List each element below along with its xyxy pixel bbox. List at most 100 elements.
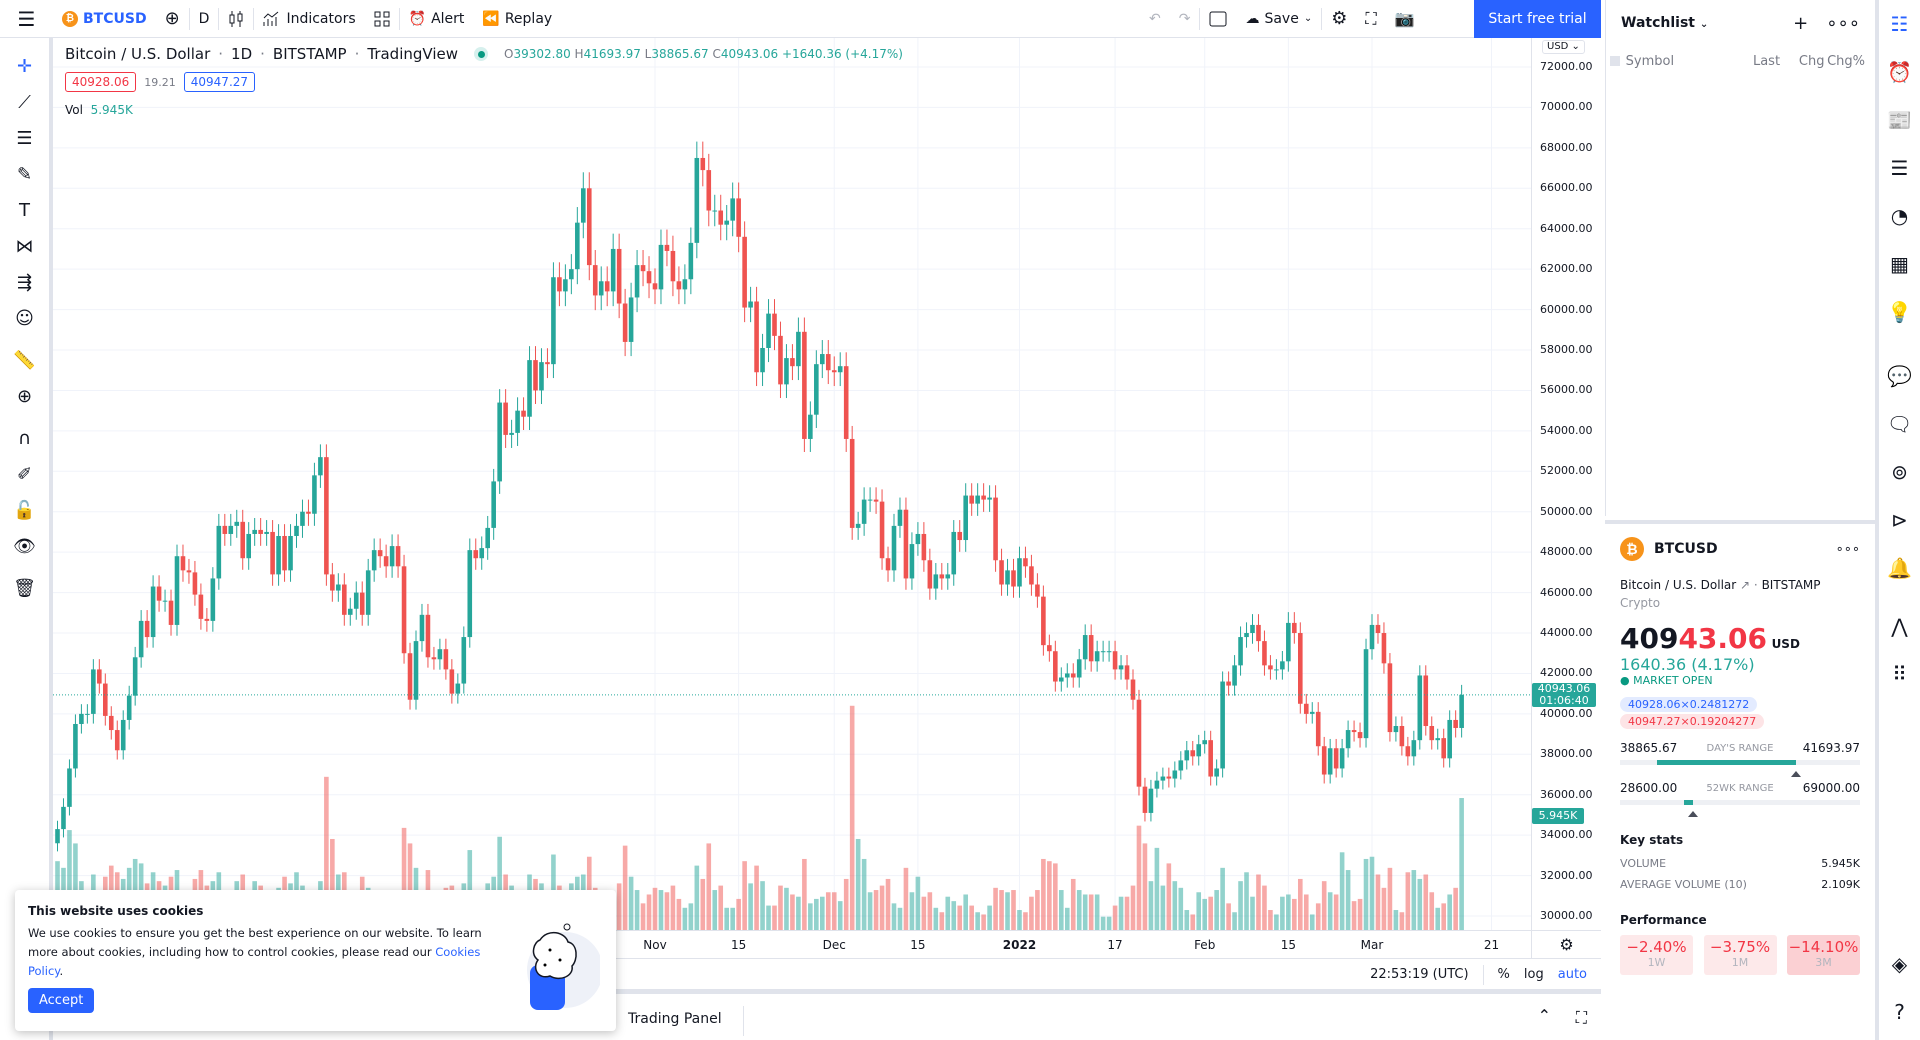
ideas-bulb-icon[interactable]: 💡 <box>1887 300 1912 324</box>
candle-body <box>730 198 735 221</box>
external-link-icon[interactable]: ↗ <box>1740 578 1751 592</box>
trading-panel-tab[interactable]: Trading Panel <box>628 1011 722 1027</box>
symbol-search-button[interactable]: ₿ BTCUSD <box>53 0 156 38</box>
layout-rectangle-icon[interactable] <box>1200 0 1236 38</box>
layers-icon[interactable]: ◈ <box>1891 952 1908 976</box>
clock[interactable]: 22:53:19 (UTC) <box>1370 967 1469 982</box>
help-icon[interactable]: ? <box>1894 1000 1905 1024</box>
time-axis[interactable]: Nov 15 Dec 15 2022 17 Feb 15 Mar 21 ⚙ <box>53 930 1601 958</box>
fib-lines-icon[interactable]: ☰ <box>16 127 33 149</box>
volume-bar <box>1357 898 1363 930</box>
save-button[interactable]: ☁ Save ⌄ <box>1236 0 1321 38</box>
cookies-policy-link[interactable]: Cookies Policy <box>28 945 481 978</box>
magnet-icon[interactable]: ∩ <box>17 427 32 449</box>
volume-bar <box>724 907 729 930</box>
settings-gear-icon[interactable]: ⚙ <box>1331 8 1348 29</box>
axis-settings-gear-icon[interactable]: ⚙ <box>1531 931 1601 958</box>
watchlist-title[interactable]: Watchlist ⌄ <box>1621 15 1709 31</box>
dom-dots-icon[interactable]: ⠿ <box>1892 662 1907 686</box>
more-options-icon[interactable]: ∘∘∘ <box>1826 12 1860 34</box>
start-free-trial-button[interactable]: Start free trial <box>1474 0 1601 38</box>
brush-icon[interactable]: ✎ <box>16 163 33 185</box>
text-icon[interactable]: T <box>19 199 30 221</box>
smiley-icon[interactable]: ☺ <box>15 307 34 329</box>
chats-icon[interactable]: 💬 <box>1887 364 1912 388</box>
volume-bar <box>700 878 706 930</box>
volume-bar <box>897 907 903 930</box>
indicators-button[interactable]: Indicators <box>254 0 364 38</box>
camera-icon[interactable]: 📷 <box>1394 9 1415 28</box>
eye-icon[interactable]: 👁 <box>13 535 36 557</box>
candle-body <box>1393 726 1399 733</box>
trading-arrows-icon[interactable]: ⋀ <box>1891 614 1908 638</box>
streams-icon[interactable]: ⊚ <box>1891 460 1908 484</box>
hotlist-icon[interactable]: ☰ <box>1890 156 1909 180</box>
replay-button[interactable]: ⏪ Replay <box>473 0 561 38</box>
undo-icon[interactable]: ↶ <box>1149 10 1161 27</box>
alert-button[interactable]: ⏰ Alert <box>400 0 474 38</box>
broadcast-play-icon[interactable]: ⊳ <box>1891 508 1908 532</box>
ruler-icon[interactable]: 📏 <box>13 349 36 371</box>
candle-body <box>825 354 831 371</box>
candle-body <box>306 511 311 514</box>
currency-select[interactable]: USD ⌄ <box>1542 40 1585 54</box>
buy-price[interactable]: 40947.27 <box>183 72 256 92</box>
zoom-in-icon[interactable]: ⊕ <box>16 385 33 407</box>
accept-button[interactable]: Accept <box>28 988 95 1013</box>
interval-button[interactable]: D <box>198 10 210 27</box>
compare-plus-icon[interactable]: ⊕ <box>164 8 180 29</box>
stay-drawing-icon[interactable]: ✐ <box>16 463 33 485</box>
volume-bar <box>1136 825 1142 930</box>
add-symbol-plus-icon[interactable]: + <box>1793 12 1809 34</box>
layouts-grid-icon[interactable] <box>365 0 399 38</box>
symbol-label: BTCUSD <box>83 10 147 27</box>
alerts-clock-icon[interactable]: ⏰ <box>1887 60 1912 84</box>
candle-body <box>1327 748 1333 775</box>
candle-body <box>461 637 467 684</box>
chevron-down-icon[interactable]: ⌄ <box>1303 13 1313 24</box>
maximize-panel-icon[interactable]: ⛶ <box>1575 1008 1587 1027</box>
watchlist-icon[interactable]: ☷ <box>1890 12 1909 36</box>
crosshair-icon[interactable]: ✛ <box>16 55 33 77</box>
pattern-icon[interactable]: ⋈ <box>15 235 34 257</box>
log-toggle[interactable]: log <box>1523 967 1544 982</box>
price-chart[interactable] <box>53 38 1531 930</box>
perf-3m[interactable]: −14.10% 3M <box>1787 935 1860 975</box>
calendar-icon[interactable]: ▦ <box>1890 252 1909 276</box>
data-window-icon[interactable]: ◔ <box>1890 204 1909 228</box>
collapse-panel-chevron-up-icon[interactable]: ⌃ <box>1537 1006 1551 1025</box>
volume-bar <box>1064 907 1070 930</box>
symbol-name-link[interactable]: Bitcoin / U.S. Dollar <box>1620 578 1737 592</box>
redo-icon[interactable]: ↷ <box>1178 10 1191 27</box>
percent-toggle[interactable]: % <box>1497 967 1510 982</box>
sell-price[interactable]: 40928.06 <box>65 72 137 92</box>
candles-icon[interactable] <box>219 0 253 38</box>
notifications-bell-icon[interactable]: 🔔 <box>1887 556 1912 580</box>
messages-icon[interactable]: 🗨 <box>1886 412 1913 436</box>
perf-1m[interactable]: −3.75% 1M <box>1703 935 1777 975</box>
price-axis[interactable]: USD ⌄ 72000.00 70000.00 68000.00 66000.00 64… <box>1531 38 1601 930</box>
volume-bar <box>1292 898 1297 930</box>
prediction-icon[interactable]: ⇶ <box>16 271 33 293</box>
news-icon[interactable]: 📰 <box>1887 108 1912 132</box>
candle-body <box>939 574 945 579</box>
column-chg-pct[interactable]: Chg% <box>1827 53 1865 69</box>
fullscreen-icon[interactable]: ⛶ <box>1365 8 1377 28</box>
trash-icon[interactable]: 🗑 <box>13 577 36 599</box>
candle-body <box>586 188 592 266</box>
volume-bar <box>497 836 502 930</box>
auto-toggle[interactable]: auto <box>1557 967 1587 982</box>
menu-icon[interactable]: ☰ <box>17 6 36 31</box>
volume-bar <box>1094 894 1100 930</box>
perf-1w[interactable]: −2.40% 1W <box>1620 935 1693 975</box>
candle-body <box>270 531 275 575</box>
column-symbol[interactable]: Symbol <box>1625 53 1675 69</box>
column-last[interactable]: Last <box>1752 53 1781 69</box>
trend-line-icon[interactable]: ⟋ <box>18 91 31 113</box>
market-status-dot-icon[interactable] <box>474 47 488 61</box>
candle-body <box>234 521 240 526</box>
candle-body <box>646 271 652 284</box>
column-chg[interactable]: Chg <box>1798 53 1825 69</box>
more-options-icon[interactable]: ∘∘∘ <box>1835 541 1860 557</box>
lock-icon[interactable]: 🔓 <box>13 499 36 521</box>
